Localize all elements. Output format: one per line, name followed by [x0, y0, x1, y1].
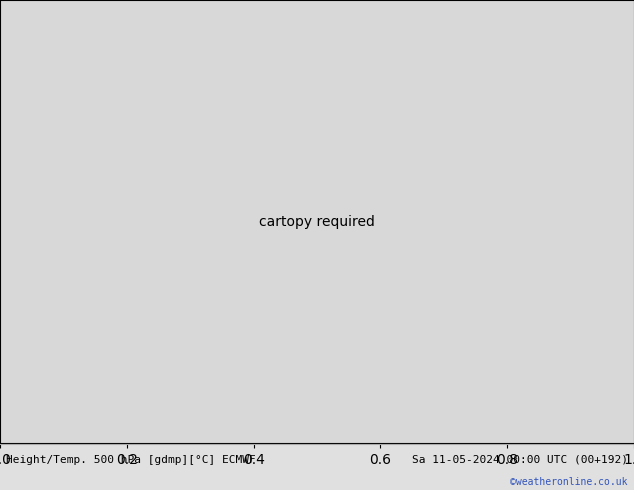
Text: cartopy required: cartopy required: [259, 215, 375, 229]
Text: ©weatheronline.co.uk: ©weatheronline.co.uk: [510, 477, 628, 487]
Text: Sa 11-05-2024 00:00 UTC (00+192): Sa 11-05-2024 00:00 UTC (00+192): [411, 455, 628, 465]
Text: Height/Temp. 500 hPa [gdmp][°C] ECMWF: Height/Temp. 500 hPa [gdmp][°C] ECMWF: [6, 455, 256, 465]
